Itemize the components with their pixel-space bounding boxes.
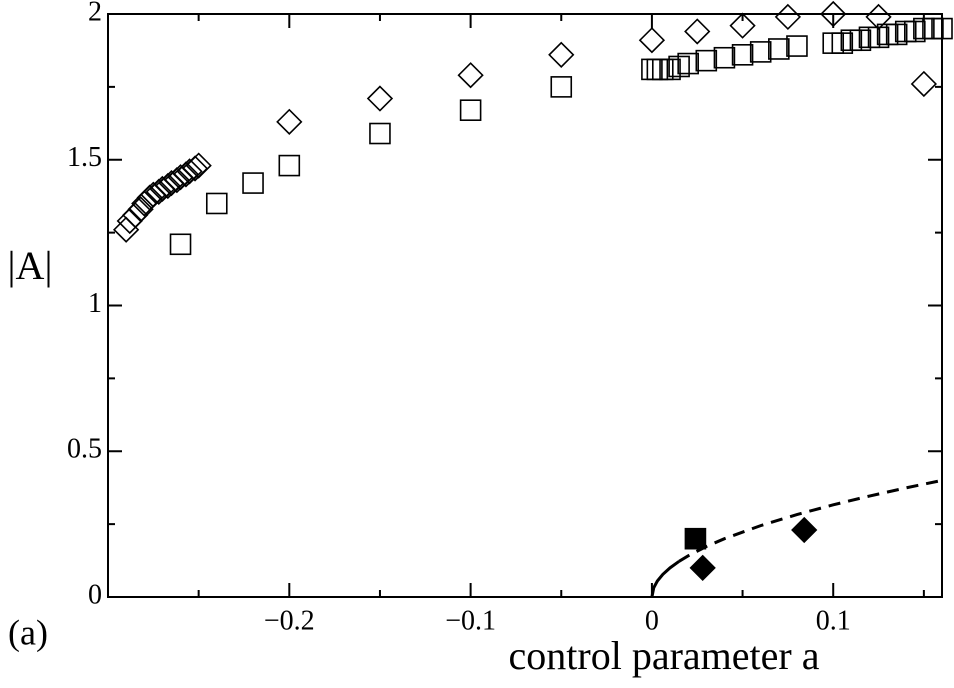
y-tick-label: 1.5 [67, 142, 102, 173]
square-marker [867, 26, 890, 49]
square-marker [749, 41, 772, 63]
diamond-marker [276, 108, 303, 135]
square-marker [695, 49, 718, 72]
square-marker [646, 58, 669, 81]
diamond-marker [910, 70, 938, 98]
y-axis-label: |A| [8, 243, 53, 288]
diamond-marker [729, 12, 756, 39]
square-marker [831, 32, 854, 54]
square-marker [731, 44, 754, 66]
diamond-marker [638, 27, 666, 54]
y-tick-label: 0 [88, 579, 102, 610]
x-tick-label: 0.1 [816, 605, 851, 636]
square-marker [369, 122, 391, 145]
x-tick-label: −0.2 [264, 605, 315, 636]
panel-label: (a) [8, 612, 48, 652]
y-tick-label: 0.5 [67, 434, 102, 465]
diamond-marker [684, 18, 711, 45]
square-marker [550, 76, 573, 98]
square-marker [931, 17, 953, 40]
curve [650, 560, 680, 598]
diamond-marker [176, 158, 203, 185]
x-axis-label: control parameter a [509, 633, 820, 678]
square-marker [668, 55, 690, 78]
square-marker [459, 99, 482, 121]
square-marker [641, 58, 663, 81]
diamond-marker [457, 62, 484, 89]
square-marker [786, 35, 808, 57]
diamond-marker [548, 41, 575, 68]
diamond-marker [865, 3, 892, 31]
diamond-marker [791, 516, 818, 544]
diamond-marker [116, 207, 143, 235]
square-marker [242, 172, 264, 194]
diamond-marker [820, 0, 847, 28]
y-tick-label: 2 [88, 0, 102, 27]
diamond-marker [366, 85, 394, 112]
x-tick-label: −0.1 [445, 605, 496, 636]
square-marker [278, 154, 301, 177]
square-marker [849, 29, 872, 52]
square-marker [659, 58, 681, 81]
x-tick-label: 0 [645, 605, 659, 636]
diamond-marker [131, 190, 158, 217]
diamond-marker [689, 554, 716, 581]
square-marker [885, 23, 908, 46]
square-marker [822, 32, 845, 54]
square-marker [677, 52, 699, 75]
square-marker [922, 17, 944, 40]
y-tick-label: 1 [88, 288, 102, 319]
diamond-marker [185, 152, 212, 179]
diamond-marker [127, 196, 154, 223]
curve [678, 478, 943, 563]
square-marker [684, 527, 707, 550]
square-marker [205, 192, 228, 215]
square-marker [713, 46, 736, 69]
diamond-marker [774, 3, 802, 31]
square-marker [169, 233, 192, 256]
square-marker [768, 38, 790, 60]
square-marker [904, 20, 926, 43]
diamond-marker [122, 202, 149, 229]
